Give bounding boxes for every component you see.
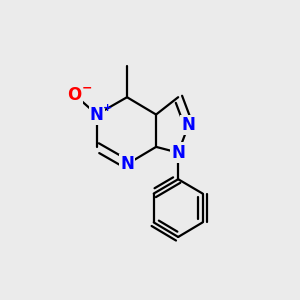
Text: N: N: [90, 106, 104, 124]
Text: N: N: [120, 155, 134, 173]
Text: +: +: [103, 103, 112, 113]
Text: N: N: [182, 116, 196, 134]
Text: N: N: [171, 144, 185, 162]
Text: −: −: [82, 81, 92, 94]
Text: O: O: [68, 86, 82, 104]
